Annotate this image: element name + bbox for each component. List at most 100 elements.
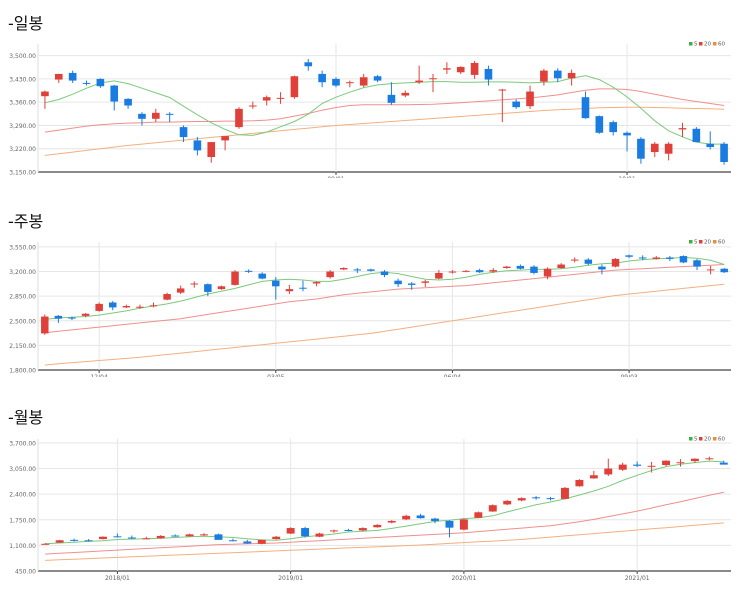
candle-body	[353, 269, 362, 271]
candle-body	[122, 306, 131, 308]
candle-body	[693, 260, 701, 267]
candle-body	[258, 273, 266, 279]
weekly-section-title: -주봉	[8, 212, 44, 231]
candle-body	[127, 537, 136, 539]
candle-body	[82, 82, 91, 84]
candle-body	[633, 464, 642, 466]
legend-label: 20	[704, 437, 711, 443]
candle-body	[625, 255, 633, 257]
candle-body	[235, 108, 243, 128]
candle-body	[285, 289, 294, 292]
candle-body	[637, 138, 645, 159]
y-tick-label: 450.00	[15, 569, 36, 576]
candle-body	[431, 518, 440, 521]
candle-body	[503, 500, 512, 505]
candle-body	[217, 286, 226, 290]
candle-body	[557, 264, 565, 269]
candle-body	[475, 270, 484, 273]
candle-body	[470, 62, 479, 75]
x-tick-label: 10/01	[618, 176, 635, 178]
x-tick-label: 2018/01	[105, 575, 130, 581]
daily-section-title: -일봉	[8, 14, 44, 33]
monthly-candle-chart: 450.00 1,100.00 1,750.00 2,400.00 3,050.00 3,…	[9, 437, 731, 582]
candle-body	[176, 288, 185, 293]
candle-body	[618, 464, 627, 470]
candle-body	[666, 257, 674, 259]
candle-body	[692, 128, 701, 143]
candle-body	[346, 82, 354, 84]
candle-body	[200, 534, 209, 536]
candle-body	[706, 269, 715, 271]
candle-body	[165, 113, 174, 115]
candle-body	[179, 127, 188, 138]
candle-body	[204, 284, 212, 292]
candle-body	[68, 72, 77, 81]
candle-body	[401, 92, 410, 96]
candle-body	[394, 280, 402, 285]
candle-body	[516, 265, 525, 269]
y-tick-label: 3,360.00	[9, 100, 36, 107]
y-tick-label: 1,800.00	[9, 368, 36, 375]
candle-body	[553, 70, 562, 79]
candle-body	[70, 539, 79, 541]
candle-body	[719, 462, 728, 465]
daily-chart-box: 3,150.00 3,220.00 3,290.00 3,360.00 3,430.00…	[0, 36, 747, 183]
candle-body	[652, 257, 661, 259]
candle-body	[664, 143, 673, 154]
candle-body	[124, 98, 132, 106]
candle-body	[231, 271, 239, 285]
candle-body	[54, 315, 63, 319]
candle-body	[581, 97, 590, 119]
candle-body	[332, 78, 340, 86]
legend-label: 5	[694, 240, 698, 246]
legend-label: 20	[704, 42, 711, 48]
legend-swatch	[713, 437, 717, 441]
candle-body	[705, 458, 714, 460]
candle-body	[584, 259, 593, 264]
candle-body	[638, 257, 647, 259]
candle-body	[604, 468, 613, 475]
y-tick-label: 3,220.00	[9, 146, 36, 153]
candle-body	[456, 66, 465, 73]
x-tick-label: 12/04	[90, 374, 107, 377]
candle-body	[136, 306, 144, 308]
candle-body	[243, 541, 252, 544]
ma5-line	[44, 75, 725, 145]
candle-body	[474, 512, 483, 518]
legend-swatch	[699, 240, 703, 244]
candle-body	[249, 105, 257, 107]
candle-body	[41, 91, 49, 97]
candle-body	[156, 535, 165, 539]
candle-body	[650, 143, 659, 153]
legend-swatch	[713, 240, 717, 244]
candle-body	[286, 528, 295, 534]
candle-body	[570, 259, 579, 261]
candle-body	[676, 462, 685, 464]
candle-body	[367, 269, 375, 271]
x-tick-label: 09/01	[327, 176, 344, 178]
candle-body	[272, 536, 281, 540]
weekly-candle-chart: 1,800.00 2,150.00 2,500.00 2,850.00 3,200.00…	[9, 240, 731, 381]
y-tick-label: 2,400.00	[9, 492, 36, 499]
candle-body	[532, 497, 541, 499]
candle-body	[315, 533, 324, 537]
candle-body	[262, 97, 271, 101]
candle-body	[359, 77, 368, 86]
candle-body	[429, 78, 437, 80]
candle-body	[445, 520, 454, 528]
candle-body	[387, 520, 396, 523]
candle-body	[647, 465, 656, 467]
candle-body	[96, 78, 105, 87]
candle-body	[326, 271, 334, 278]
candle-body	[679, 256, 688, 263]
candle-body	[41, 316, 49, 334]
candle-body	[98, 536, 107, 540]
candle-body	[151, 112, 160, 119]
candle-body	[84, 540, 93, 542]
candle-body	[68, 317, 76, 319]
candle-body	[720, 268, 728, 273]
candle-body	[517, 498, 526, 501]
ma60-line	[44, 283, 725, 366]
candle-body	[171, 535, 180, 537]
candle-body	[55, 540, 64, 543]
